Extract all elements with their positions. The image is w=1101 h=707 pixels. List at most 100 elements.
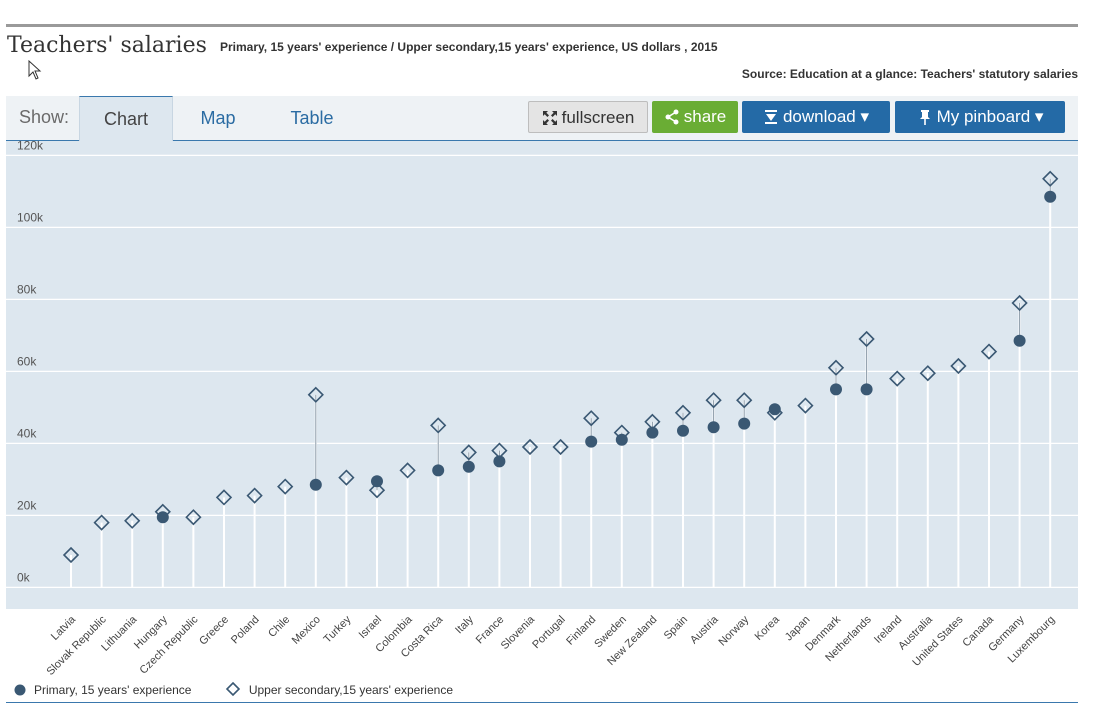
- x-tick-label: Italy: [453, 613, 476, 636]
- upper-secondary-point: [430, 417, 447, 434]
- share-icon: [665, 109, 679, 125]
- upper-secondary-point: [950, 357, 967, 375]
- x-tick-label: Greece: [197, 614, 231, 648]
- primary-point: [830, 383, 842, 396]
- primary-point: [1013, 334, 1026, 347]
- y-tick-label: 100k: [17, 210, 44, 224]
- show-label: Show:: [19, 107, 70, 127]
- legend-item-upper-secondary[interactable]: Upper secondary,15 years' experience: [225, 681, 453, 697]
- x-tick-label: Poland: [229, 614, 262, 647]
- upper-secondary-point: [368, 482, 386, 499]
- x-tick-label: Chile: [266, 614, 292, 640]
- primary-point: [738, 417, 751, 430]
- upper-secondary-point: [980, 343, 998, 360]
- fullscreen-button[interactable]: fullscreen: [528, 101, 648, 133]
- primary-point: [677, 424, 689, 437]
- download-label: download ▾: [782, 107, 870, 126]
- tab-table[interactable]: Table: [290, 108, 334, 128]
- y-tick-label: 60k: [17, 354, 37, 368]
- y-tick-label: 80k: [17, 282, 37, 296]
- y-tick-label: 0k: [17, 570, 31, 584]
- source-link[interactable]: Source: Education at a glance: Teachers'…: [741, 67, 1078, 81]
- legend-upper-label: Upper secondary,15 years' experience: [248, 683, 453, 697]
- upper-secondary-point: [93, 514, 110, 531]
- chart-toolbar: Show: Chart Map Table fullscreen share d…: [6, 96, 1078, 142]
- y-tick-label: 40k: [17, 426, 37, 440]
- upper-secondary-point: [889, 370, 906, 387]
- upper-secondary-point: [491, 442, 508, 459]
- x-tick-label: Israel: [357, 614, 385, 642]
- upper-secondary-point: [154, 503, 171, 520]
- upper-secondary-point: [797, 397, 814, 414]
- primary-point: [1044, 190, 1057, 203]
- x-tick-label: Austria: [688, 613, 721, 646]
- upper-secondary-point: [62, 546, 80, 564]
- mouse-cursor-icon: [28, 60, 42, 80]
- pinboard-label: My pinboard ▾: [936, 107, 1044, 126]
- upper-secondary-point: [919, 365, 936, 382]
- upper-secondary-point: [521, 438, 539, 456]
- primary-point: [707, 421, 720, 434]
- x-tick-label: Norway: [716, 613, 751, 648]
- primary-point: [462, 460, 475, 473]
- upper-secondary-point: [858, 330, 875, 348]
- legend-item-primary[interactable]: Primary, 15 years' experience: [14, 683, 191, 697]
- primary-point: [646, 426, 659, 439]
- y-tick-label: 120k: [17, 138, 44, 152]
- upper-secondary-point: [552, 438, 569, 456]
- primary-point: [156, 511, 169, 524]
- upper-secondary-point: [185, 509, 202, 526]
- pin-icon: [919, 110, 930, 125]
- diamond-marker-icon: [225, 681, 240, 697]
- fullscreen-label: fullscreen: [561, 108, 635, 127]
- upper-secondary-point: [338, 469, 355, 486]
- y-tick-label: 20k: [17, 498, 37, 512]
- primary-point: [309, 478, 322, 491]
- download-icon: [764, 110, 777, 124]
- x-tick-label: Korea: [753, 613, 783, 643]
- primary-point: [860, 383, 873, 396]
- x-tick-label: Mexico: [290, 614, 323, 647]
- page-subtitle: Primary, 15 years' experience / Upper se…: [220, 40, 718, 54]
- circle-marker-icon: [14, 684, 26, 696]
- x-tick-label: Slovenia: [499, 613, 538, 652]
- upper-secondary-point: [613, 424, 630, 441]
- primary-point: [585, 435, 598, 448]
- chart-legend: Primary, 15 years' experience Upper seco…: [14, 681, 483, 700]
- primary-point: [768, 403, 781, 416]
- upper-secondary-point: [827, 359, 845, 376]
- primary-point: [432, 464, 445, 477]
- upper-secondary-point: [277, 478, 294, 495]
- x-tick-label: Spain: [662, 614, 690, 642]
- upper-secondary-point: [674, 404, 692, 421]
- plot-background: [6, 141, 1078, 609]
- legend-primary-label: Primary, 15 years' experience: [34, 683, 192, 697]
- tab-map[interactable]: Map: [200, 108, 236, 128]
- upper-secondary-point: [124, 512, 141, 529]
- x-tick-label: Portugal: [530, 614, 567, 651]
- share-button[interactable]: share: [652, 101, 738, 133]
- upper-secondary-point: [644, 413, 661, 430]
- upper-secondary-point: [766, 404, 783, 421]
- top-rule: [6, 24, 1078, 27]
- x-tick-label: Turkey: [322, 613, 354, 645]
- upper-secondary-point: [399, 462, 416, 479]
- primary-point: [493, 455, 506, 468]
- download-button[interactable]: download ▾: [742, 101, 890, 133]
- primary-point: [371, 475, 383, 488]
- upper-secondary-point: [583, 410, 600, 427]
- page-title: Teachers' salaries: [7, 33, 207, 58]
- upper-secondary-point: [736, 392, 753, 409]
- upper-secondary-point: [460, 444, 477, 461]
- expand-arrows-icon: [542, 111, 557, 125]
- tab-chart[interactable]: Chart: [79, 96, 173, 142]
- bottom-rule: [6, 702, 1078, 703]
- upper-secondary-point: [307, 386, 324, 403]
- upper-secondary-point: [246, 487, 263, 504]
- upper-secondary-point: [705, 392, 722, 409]
- upper-secondary-point: [1011, 294, 1028, 312]
- pinboard-button[interactable]: My pinboard ▾: [895, 101, 1065, 133]
- upper-secondary-point: [1042, 170, 1059, 187]
- upper-secondary-point: [215, 489, 233, 506]
